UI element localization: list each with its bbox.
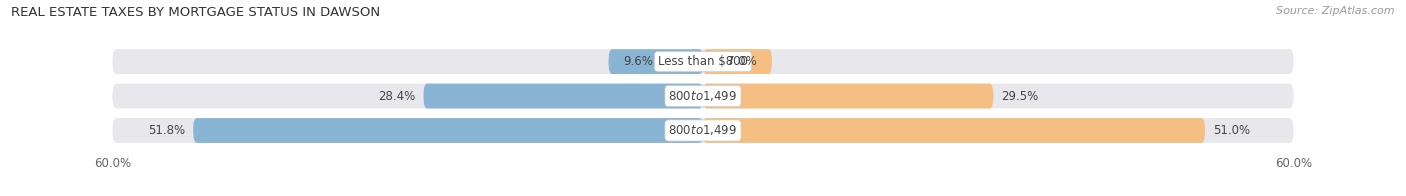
Text: 9.6%: 9.6%	[623, 55, 654, 68]
Text: Less than $800: Less than $800	[658, 55, 748, 68]
FancyBboxPatch shape	[703, 49, 772, 74]
FancyBboxPatch shape	[193, 118, 703, 143]
FancyBboxPatch shape	[423, 84, 703, 108]
Text: 28.4%: 28.4%	[378, 90, 416, 103]
Text: $800 to $1,499: $800 to $1,499	[668, 89, 738, 103]
Text: 29.5%: 29.5%	[1001, 90, 1039, 103]
FancyBboxPatch shape	[112, 118, 1294, 143]
FancyBboxPatch shape	[703, 84, 993, 108]
Text: REAL ESTATE TAXES BY MORTGAGE STATUS IN DAWSON: REAL ESTATE TAXES BY MORTGAGE STATUS IN …	[11, 6, 381, 19]
Text: 7.0%: 7.0%	[727, 55, 756, 68]
FancyBboxPatch shape	[112, 49, 1294, 74]
Text: Source: ZipAtlas.com: Source: ZipAtlas.com	[1277, 6, 1395, 16]
Text: $800 to $1,499: $800 to $1,499	[668, 123, 738, 137]
FancyBboxPatch shape	[609, 49, 703, 74]
FancyBboxPatch shape	[112, 84, 1294, 108]
Text: 51.8%: 51.8%	[148, 124, 186, 137]
Text: 51.0%: 51.0%	[1213, 124, 1250, 137]
FancyBboxPatch shape	[703, 118, 1205, 143]
